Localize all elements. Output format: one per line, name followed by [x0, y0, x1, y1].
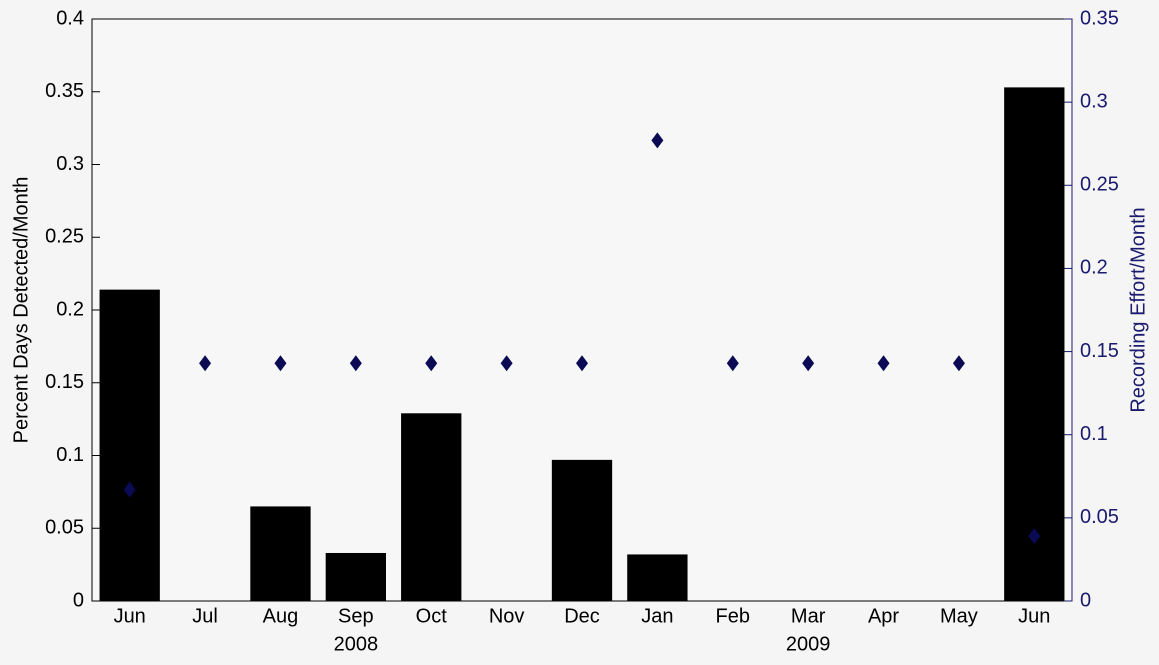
diamond-marker — [877, 355, 890, 372]
y2-tick-label: 0.15 — [1080, 340, 1119, 362]
y2-tick-label: 0.1 — [1080, 423, 1108, 445]
bar — [551, 459, 613, 601]
bar — [325, 552, 386, 601]
diamond-marker — [274, 355, 287, 372]
diamond-marker — [500, 355, 513, 372]
bar — [1004, 87, 1065, 601]
diamond-marker — [651, 132, 664, 149]
y-tick-label: 0.35 — [45, 80, 84, 102]
y2-axis-label: Recording Effort/Month — [1127, 207, 1149, 412]
x-tick-label: Jan — [641, 605, 673, 627]
x-tick-label: Apr — [868, 605, 899, 627]
y2-tick-label: 0.25 — [1080, 174, 1119, 196]
y-tick-label: 0.1 — [56, 444, 84, 466]
y-tick-label: 0.05 — [45, 517, 84, 539]
diamond-marker — [1028, 528, 1041, 545]
diamond-marker — [199, 355, 212, 372]
diamond-marker — [802, 355, 815, 372]
diamond-marker — [576, 355, 588, 372]
y2-tick-label: 0.2 — [1080, 257, 1108, 279]
y-tick-label: 0.25 — [45, 226, 84, 248]
y2-tick-label: 0.05 — [1080, 506, 1119, 528]
bar — [401, 413, 462, 601]
x-group-label: 2008 — [334, 633, 379, 655]
diamond-marker — [123, 481, 136, 498]
x-tick-label: Mar — [791, 605, 826, 627]
y2-tick-label: 0.3 — [1080, 90, 1108, 112]
y-axis-label: Percent Days Detected/Month — [10, 177, 32, 444]
x-tick-label: Jul — [192, 605, 218, 627]
x-tick-label: Nov — [489, 605, 525, 627]
x-tick-label: Jun — [114, 605, 146, 627]
y2-tick-label: 0.35 — [1080, 7, 1119, 29]
x-tick-label: Dec — [564, 605, 600, 627]
diamond-marker — [425, 355, 438, 372]
y-tick-label: 0.15 — [45, 371, 84, 393]
x-tick-label: Aug — [263, 605, 299, 627]
diamond-marker — [726, 355, 739, 372]
x-tick-label: Jun — [1018, 605, 1050, 627]
bar — [627, 554, 688, 601]
x-tick-label: Oct — [416, 605, 448, 627]
x-tick-label: May — [940, 605, 978, 627]
y-tick-label: 0.3 — [56, 153, 84, 175]
x-tick-label: Sep — [338, 605, 374, 627]
y-tick-label: 0.2 — [56, 298, 84, 320]
diamond-marker — [952, 355, 965, 372]
bar — [250, 506, 311, 601]
x-tick-label: Feb — [716, 605, 750, 627]
x-group-label: 2009 — [786, 633, 831, 655]
diamond-marker — [349, 355, 362, 372]
y2-tick-label: 0 — [1080, 589, 1091, 611]
bar — [99, 289, 160, 601]
y-tick-label: 0.4 — [56, 7, 84, 29]
y-tick-label: 0 — [73, 589, 84, 611]
